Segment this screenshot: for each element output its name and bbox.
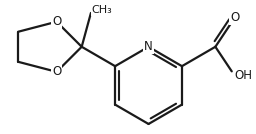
Text: O: O [230, 11, 239, 24]
Text: O: O [52, 65, 61, 78]
Text: CH₃: CH₃ [92, 5, 112, 15]
Text: O: O [52, 15, 61, 28]
Text: N: N [144, 40, 153, 53]
Text: OH: OH [235, 69, 253, 82]
